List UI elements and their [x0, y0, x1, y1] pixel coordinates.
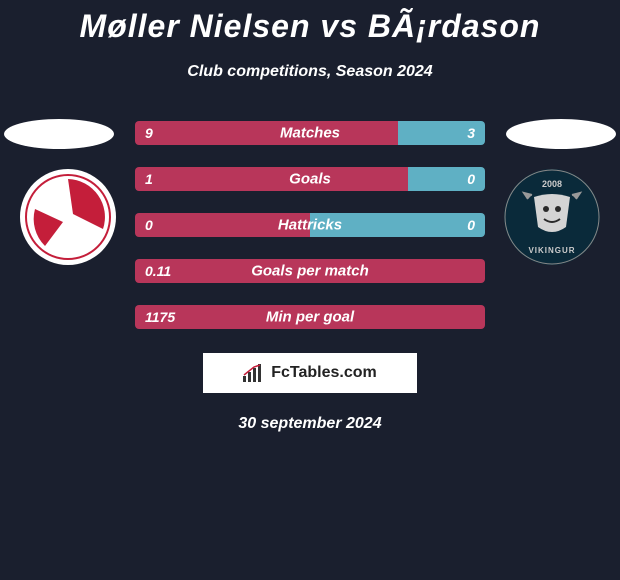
logo-right-year: 2008 [542, 179, 562, 189]
page-title: Møller Nielsen vs BÃ¡rdason [0, 0, 620, 45]
stat-label: Goals per match [251, 263, 369, 280]
stat-label: Matches [280, 125, 340, 142]
stat-value-left: 0 [145, 217, 153, 233]
stat-value-left: 1 [145, 171, 153, 187]
stat-label: Min per goal [266, 309, 354, 326]
brand-text: FcTables.com [271, 364, 377, 382]
logo-left-svg [25, 174, 111, 260]
stat-value-left: 1175 [145, 309, 175, 325]
subtitle: Club competitions, Season 2024 [0, 63, 620, 81]
flag-right [506, 119, 616, 149]
stat-row: Goals 1 0 [135, 167, 485, 191]
stat-row: Hattricks 0 0 [135, 213, 485, 237]
stats-bars: Matches 9 3 Goals 1 0 Hattricks 0 0 Goals per mat… [135, 121, 485, 329]
brand-box[interactable]: FcTables.com [203, 353, 417, 393]
stat-value-left: 0.11 [145, 263, 171, 279]
comparison-content: 2008 VIKINGUR Matches 9 3 Goals 1 0 Hattricks 0… [0, 121, 620, 433]
flag-left [4, 119, 114, 149]
brand-chart-icon [243, 364, 265, 382]
logo-right-svg: 2008 VIKINGUR [504, 169, 600, 265]
stat-value-right: 0 [467, 171, 475, 187]
stat-row: Matches 9 3 [135, 121, 485, 145]
stat-value-right: 0 [467, 217, 475, 233]
stat-label: Goals [289, 171, 331, 188]
logo-right-name: VIKINGUR [528, 246, 575, 255]
stat-value-right: 3 [467, 125, 475, 141]
stat-row: Min per goal 1175 [135, 305, 485, 329]
stat-bar-left [135, 121, 398, 145]
stat-value-left: 9 [145, 125, 153, 141]
stat-label: Hattricks [278, 217, 342, 234]
date-text: 30 september 2024 [0, 415, 620, 433]
stat-row: Goals per match 0.11 [135, 259, 485, 283]
team-logo-left [20, 169, 116, 265]
team-logo-right: 2008 VIKINGUR [504, 169, 600, 265]
stat-bar-left [135, 167, 408, 191]
